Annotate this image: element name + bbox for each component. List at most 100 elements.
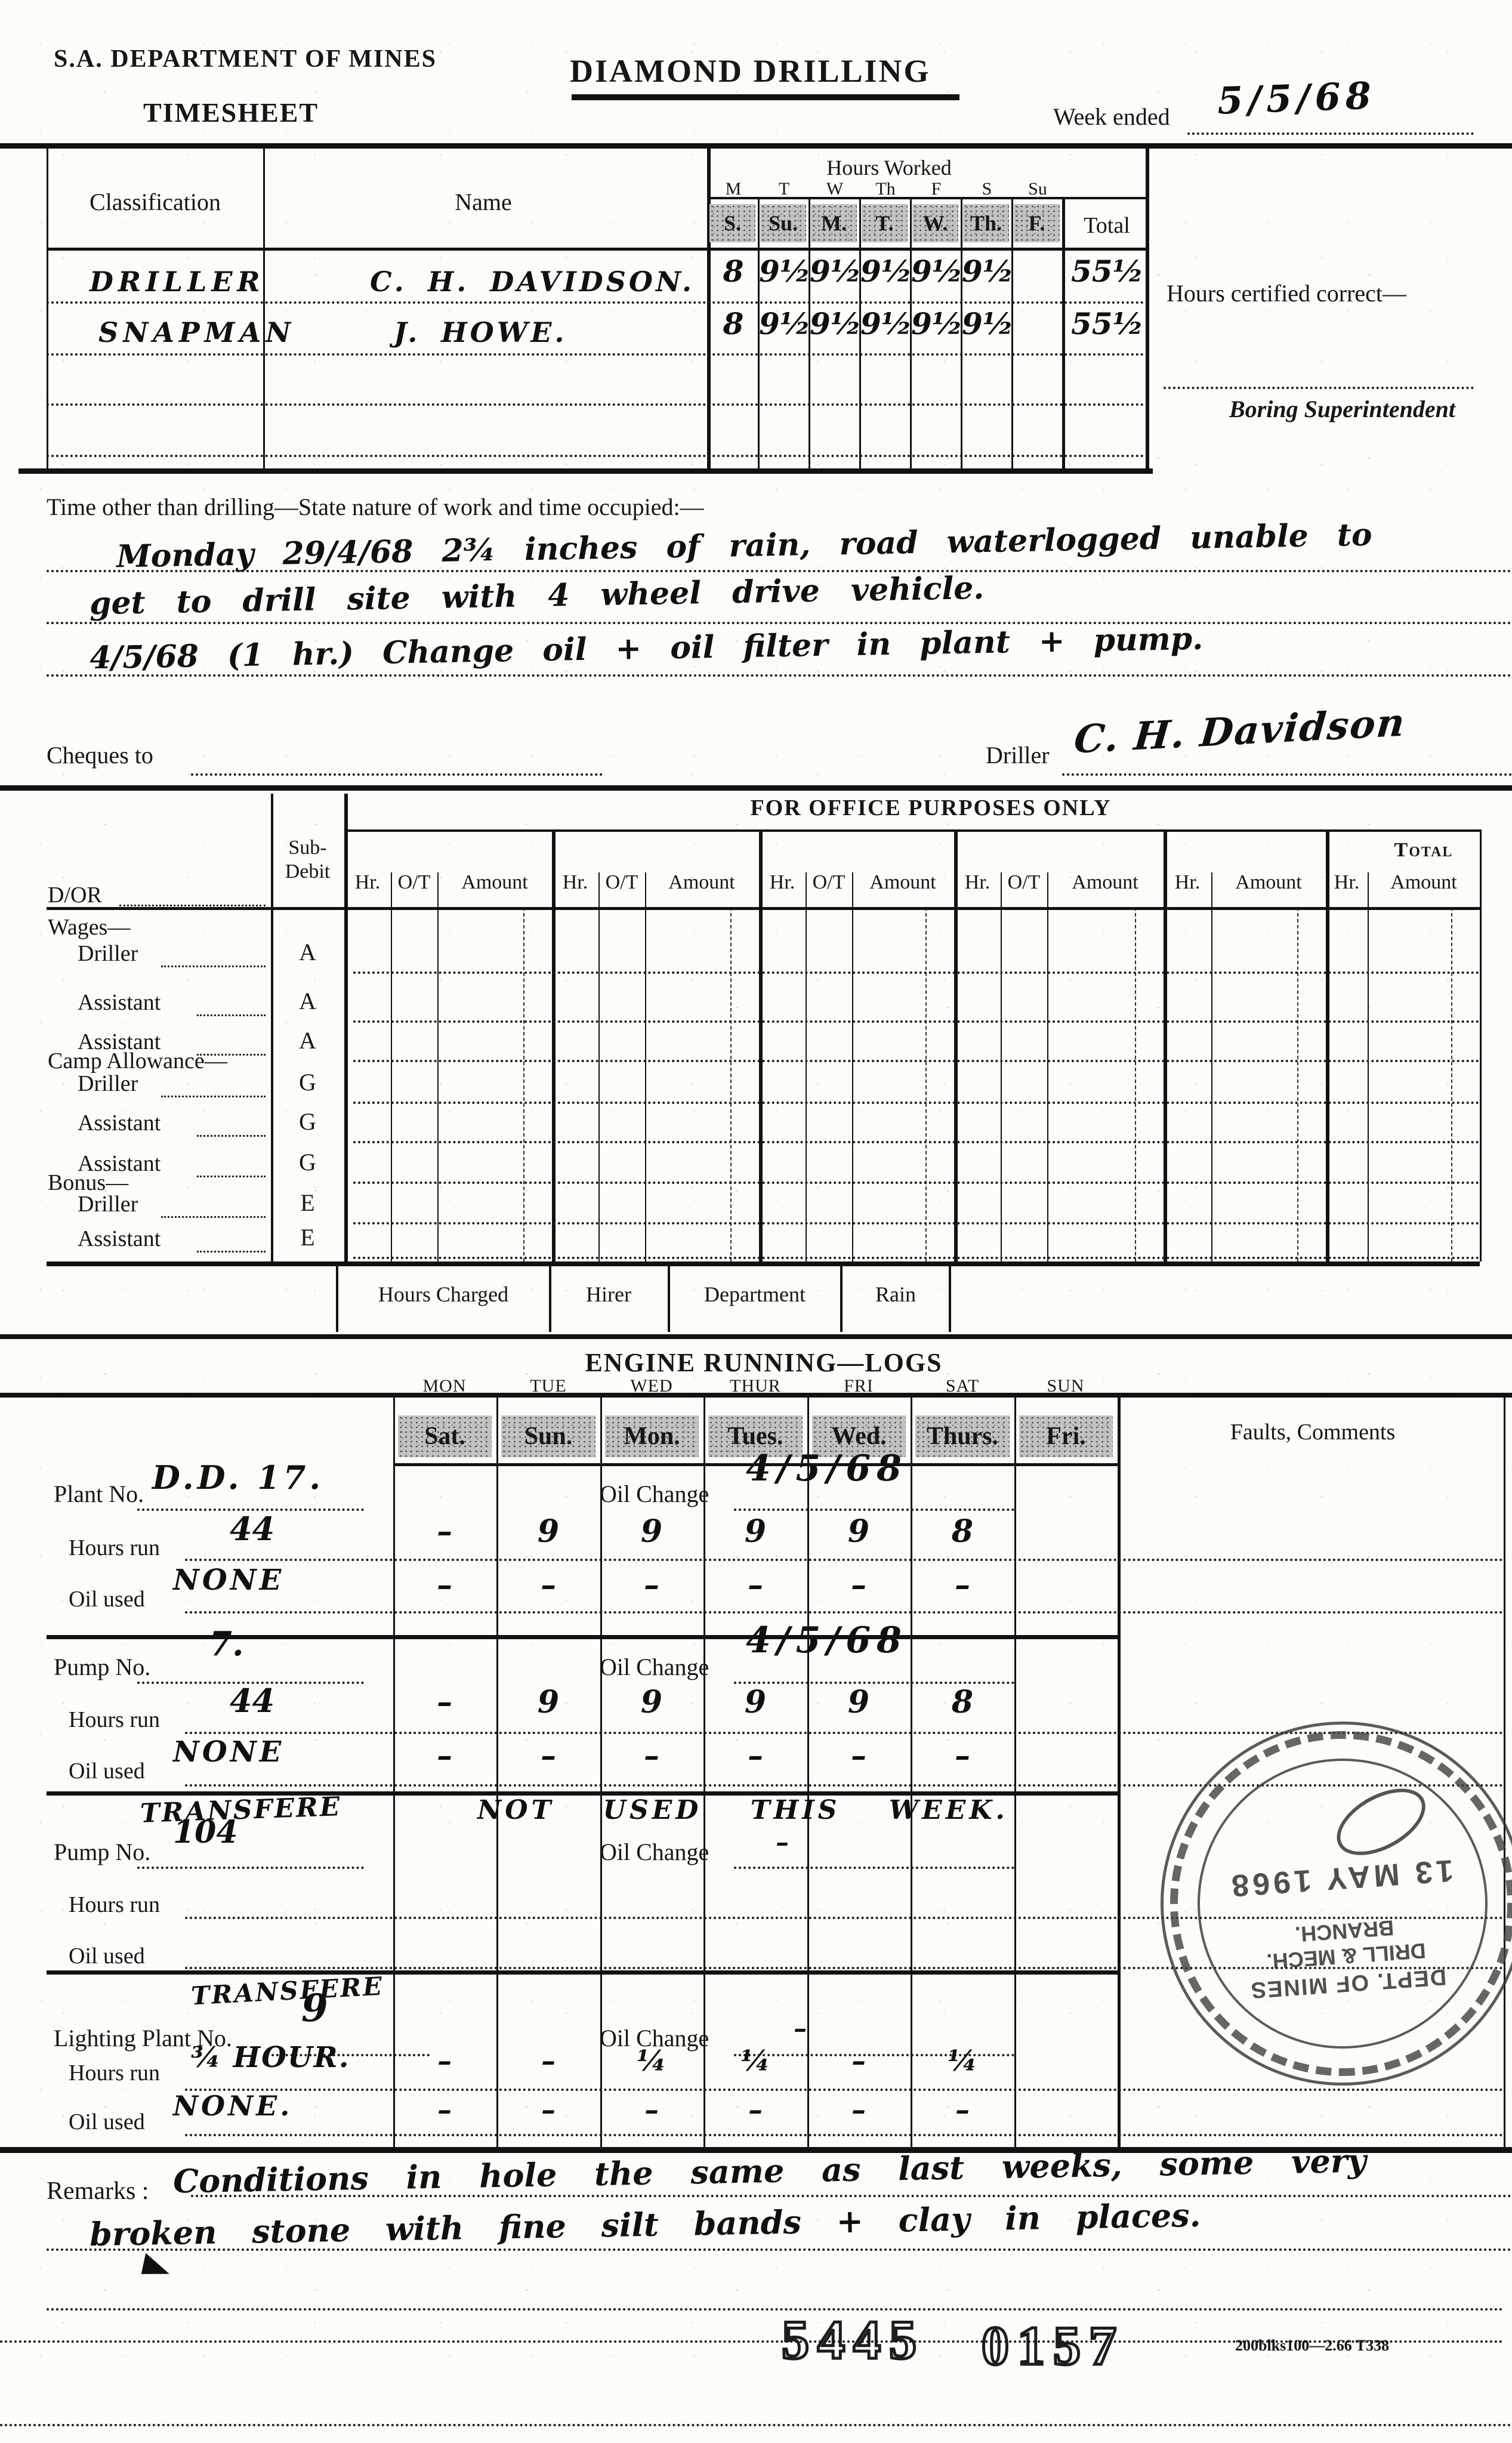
pump2-label: Pump No.: [54, 1839, 151, 1865]
pump1-hours-sun: 9: [537, 1684, 560, 1720]
crew-day-line-1: [758, 197, 760, 471]
crew-col-divider-1: [263, 149, 265, 471]
footer-line-5: [949, 1266, 951, 1332]
office-group-top-rule: [344, 829, 1480, 832]
office-group-line-4: [1164, 829, 1167, 1261]
plant-hours-thurs: 8: [951, 1513, 974, 1550]
lighting-oil-mon: –: [644, 2093, 659, 2127]
office-leader-7: [161, 1216, 266, 1218]
plant-oil-used-total: NONE: [173, 1563, 285, 1597]
hours-worked-header: Hours Worked: [826, 156, 952, 180]
engine-right-line: [1504, 1398, 1505, 2148]
office-cents-line-6: [1451, 907, 1452, 1261]
plant-hours-run-total: 44: [230, 1510, 275, 1548]
engine-col-line-0: [393, 1398, 395, 2148]
crew-day-line-6: [1011, 197, 1013, 471]
amount-header-5: Amount: [1235, 871, 1302, 893]
plant-hours-run-label: Hours run: [69, 1535, 161, 1560]
driller-label: Driller: [986, 742, 1050, 769]
office-sub-line-5: [806, 872, 807, 1261]
cheques-bottom-rule: [0, 785, 1512, 791]
plant-oil-wed: –: [851, 1567, 866, 1603]
form-title: DIAMOND DRILLING: [570, 53, 931, 89]
crew-total-divider: [1062, 197, 1065, 471]
superintendent-signature-line: [1164, 387, 1474, 389]
faults-comments-header: Faults, Comments: [1230, 1420, 1396, 1445]
sheet-title: TIMESHEET: [143, 97, 319, 128]
not-used-note: NOT USED THIS WEEK.: [477, 1795, 1008, 1825]
lighting-oil-used-total: NONE.: [173, 2090, 293, 2122]
engine-printed-mon: MON: [422, 1376, 467, 1396]
row2-total: 55½: [1071, 306, 1144, 341]
pump2-oil-change-line: [734, 1867, 1014, 1869]
printed-day-t: T: [778, 179, 790, 199]
engine-printed-sat: SAT: [945, 1376, 980, 1396]
engine-faults-divider: [1118, 1398, 1121, 2148]
office-row-rule-4: [353, 1102, 1480, 1104]
lighting-hours-run-label: Hours run: [69, 2060, 161, 2086]
lighting-hours-mon: ¼: [636, 2044, 667, 2078]
footer-line-4: [840, 1266, 843, 1332]
week-ended-rule: [1187, 132, 1474, 135]
pump2-no-line: [137, 1867, 364, 1869]
lighting-number: 9: [301, 1986, 328, 2031]
pump1-oil-wed: –: [851, 1738, 866, 1774]
stamped-day-sun: Su.: [760, 204, 806, 242]
time-other-line-3: 4/5/68 (1 hr.) Change oil + oil filter i…: [89, 620, 1204, 677]
plant-hours-sun: 9: [537, 1513, 560, 1550]
office-row-assistant-e: Assistant: [78, 1226, 161, 1251]
pump2-section-rule: [47, 1970, 1118, 1975]
crew-header-bottom-rule: [47, 248, 1149, 251]
crew-day-line-4: [910, 197, 912, 471]
office-row-driller-e: Driller: [78, 1192, 138, 1217]
crew-row3-rule: [47, 403, 1149, 406]
pump1-oil-change-value: 4/5/68: [746, 1620, 908, 1661]
remarks-rule-2: [47, 2248, 1512, 2251]
row2-hours-6: 9½: [962, 306, 1014, 341]
engine-printed-sun: SUN: [1047, 1376, 1085, 1396]
crew-row1-rule: [47, 301, 1149, 304]
lighting-hours-sun: –: [541, 2044, 556, 2078]
dor-leader: [119, 905, 266, 906]
transfer-note-1: TRANSFERE: [140, 1791, 342, 1829]
row1-hours-4: 9½: [860, 254, 912, 289]
engine-stamped-mon: Mon.: [605, 1415, 699, 1457]
classification-header: Classification: [90, 189, 221, 215]
amount-header-4: Amount: [1072, 871, 1138, 893]
form-title-underline: [572, 94, 959, 100]
hours-certified-label: Hours certified correct—: [1167, 280, 1407, 307]
hr-header-3: Hr.: [769, 871, 795, 893]
row1-hours-5: 9½: [911, 254, 963, 289]
hr-header-4: Hr.: [964, 871, 990, 893]
printed-day-w: W: [826, 179, 844, 199]
office-sub-line-4: [645, 872, 646, 1261]
subdebit-label-2: Debit: [285, 860, 331, 883]
printed-day-su: Su: [1028, 179, 1047, 199]
engine-stamped-sat: Sat.: [398, 1415, 492, 1457]
plant-hours-rule: [185, 1559, 1504, 1561]
pump2-number: 104: [173, 1814, 238, 1850]
office-row-rule-8: [353, 1257, 1480, 1259]
lighting-hours-wed: –: [851, 2044, 866, 2078]
lighting-oil-change-line: [734, 2054, 1014, 2056]
time-other-line-1: Monday 29/4/68 2¾ inches of rain, road w…: [116, 516, 1373, 575]
office-title: FOR OFFICE PURPOSES ONLY: [750, 795, 1112, 820]
printed-day-f: F: [931, 179, 942, 199]
pump1-oil-change-label: Oil Change: [600, 1654, 709, 1680]
lighting-hours-rule: [185, 2089, 1504, 2091]
pump1-oil-tues: –: [748, 1738, 763, 1774]
office-code-g2: G: [299, 1108, 316, 1135]
name-header: Name: [455, 189, 512, 215]
office-leader-8: [197, 1251, 266, 1253]
plant-oil-change-line: [734, 1509, 1014, 1511]
pump1-oil-thurs: –: [955, 1738, 970, 1774]
pump2-oil-change-value: –: [776, 1827, 789, 1858]
row2-name: J. HOWE.: [394, 316, 567, 348]
pump1-section-rule: [47, 1791, 1118, 1796]
office-sub-line-6: [852, 872, 853, 1261]
row1-name: C. H. DAVIDSON.: [370, 266, 695, 298]
row2-hours-1: 8: [723, 306, 744, 341]
pump1-label: Pump No.: [54, 1654, 151, 1680]
office-code-a3: A: [299, 1027, 316, 1054]
office-right-line: [1480, 829, 1482, 1261]
